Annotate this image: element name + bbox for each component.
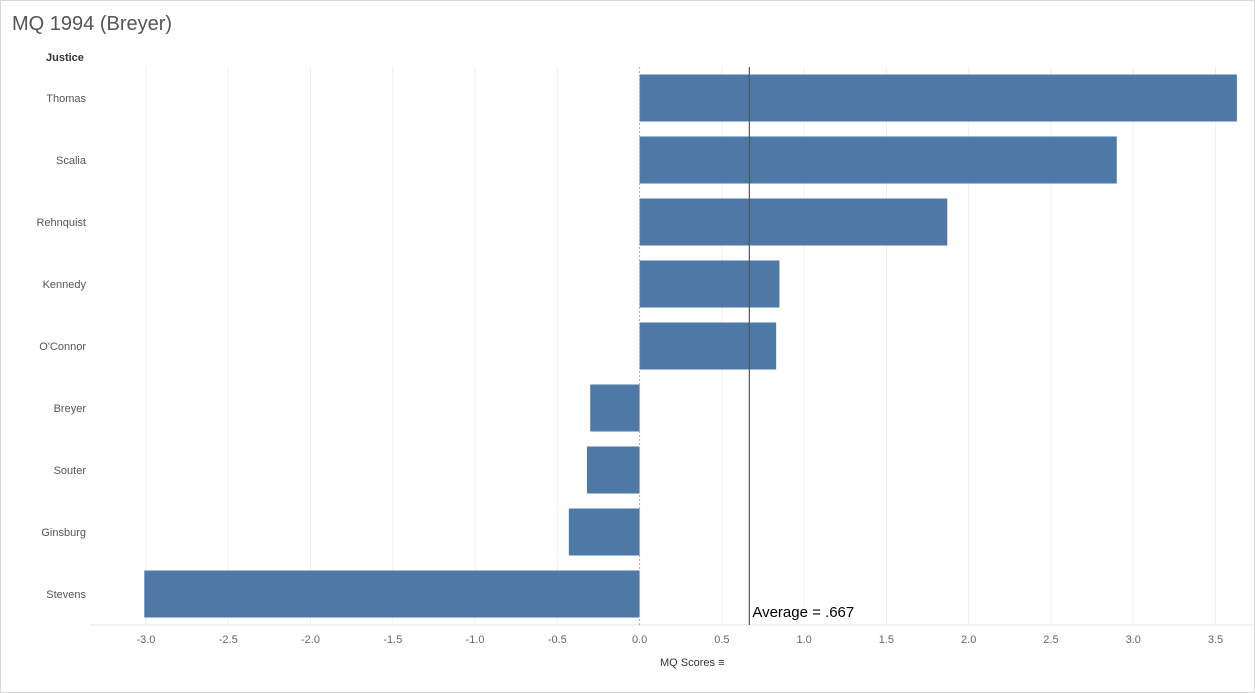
x-tick-label: 2.5 (1043, 634, 1058, 646)
y-tick-label: Ginsburg (41, 527, 86, 539)
sort-icon[interactable]: ≡ (718, 657, 725, 669)
y-tick-label: Stevens (46, 589, 86, 601)
bar-kennedy (639, 260, 780, 308)
x-tick-label: 3.0 (1126, 634, 1141, 646)
chart-title: MQ 1994 (Breyer) (12, 13, 173, 35)
bar-souter (586, 446, 640, 494)
x-axis-title[interactable]: MQ Scores ≡ (660, 657, 725, 669)
y-tick-label: O'Connor (39, 341, 86, 353)
y-tick-label: Souter (54, 465, 87, 477)
x-tick-label: -3.0 (136, 634, 155, 646)
x-tick-label: 0.5 (714, 634, 729, 646)
y-tick-label: Rehnquist (36, 217, 86, 229)
y-tick-label: Scalia (56, 155, 87, 167)
bar-scalia (639, 136, 1117, 184)
x-tick-label: 0.0 (632, 634, 647, 646)
bar-rehnquist (639, 198, 948, 246)
bar-ginsburg (568, 508, 640, 556)
x-tick-label: 2.0 (961, 634, 976, 646)
bar-breyer (590, 384, 640, 432)
y-tick-label: Kennedy (43, 279, 87, 291)
x-tick-label: 3.5 (1208, 634, 1223, 646)
x-tick-label: 1.5 (879, 634, 894, 646)
bar-thomas (639, 74, 1237, 122)
x-tick-label: 1.0 (796, 634, 811, 646)
average-line-label: Average = .667 (752, 604, 855, 621)
x-tick-label: -0.5 (548, 634, 567, 646)
y-axis-title: Justice (46, 52, 84, 64)
x-tick-label: -1.0 (466, 634, 485, 646)
y-tick-label: Thomas (46, 93, 86, 105)
bar-stevens (144, 570, 640, 618)
x-axis-title-text: MQ Scores (660, 657, 716, 669)
x-tick-label: -2.5 (219, 634, 238, 646)
x-tick-label: -1.5 (383, 634, 402, 646)
bar-oconnor (639, 322, 777, 370)
x-tick-label: -2.0 (301, 634, 320, 646)
y-tick-label: Breyer (54, 403, 87, 415)
